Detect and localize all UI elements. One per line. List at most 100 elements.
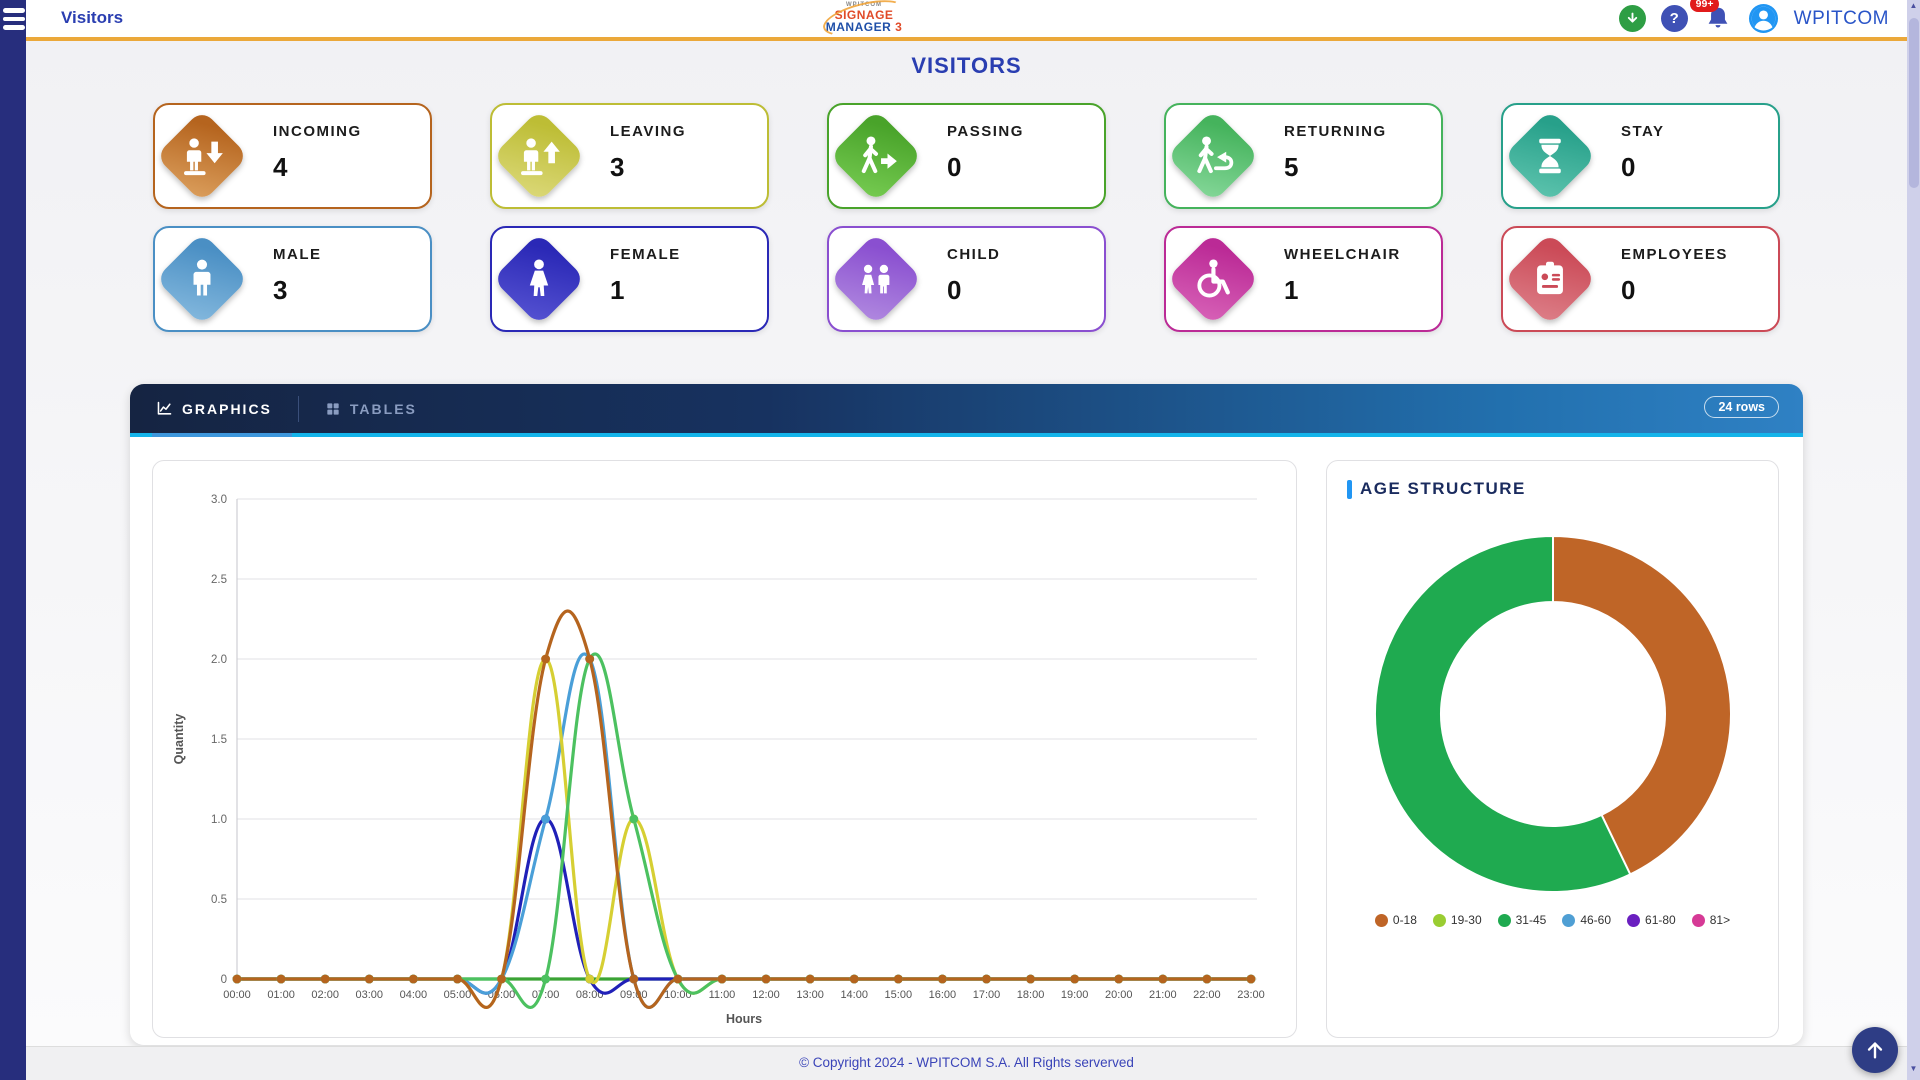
- footer: © Copyright 2024 - WPITCOM S.A. All Righ…: [26, 1046, 1907, 1080]
- svg-text:18:00: 18:00: [1017, 989, 1045, 1001]
- sidebar: [0, 0, 26, 1080]
- scrollbar-thumb[interactable]: [1908, 18, 1919, 188]
- svg-text:01:00: 01:00: [267, 989, 295, 1001]
- legend-dot: [1432, 913, 1446, 927]
- panel-body: 0 0.5 1.0 1.5 2.0 2.5 3.0 00:00 01:00 02:00 03:00 0…: [130, 437, 1803, 1045]
- legend-label: 31-45: [1515, 913, 1547, 927]
- stat-text: CHILD 0: [947, 246, 1000, 306]
- stat-value: 3: [610, 152, 625, 182]
- svg-text:1.5: 1.5: [211, 734, 227, 746]
- svg-text:09:00: 09:00: [620, 989, 648, 1001]
- svg-text:04:00: 04:00: [400, 989, 428, 1001]
- scrollbar-up-icon[interactable]: ▲: [1909, 1, 1918, 10]
- scrollbar[interactable]: ▲ ▼: [1907, 0, 1920, 1080]
- stat-text: INCOMING 4: [273, 123, 362, 183]
- download-icon[interactable]: [1618, 5, 1646, 32]
- person-arrow-up-icon: [492, 109, 586, 203]
- stat-card-employees: EMPLOYEES 0: [1501, 226, 1780, 332]
- stat-card-returning: RETURNING 5: [1164, 103, 1443, 209]
- age-structure-title: AGE STRUCTURE: [1347, 479, 1526, 499]
- svg-text:Quantity: Quantity: [172, 714, 186, 765]
- legend-label: 19-30: [1450, 913, 1482, 927]
- stat-label: PASSING: [947, 123, 1024, 140]
- svg-text:21:00: 21:00: [1149, 989, 1177, 1001]
- visitors-line-chart-card: 0 0.5 1.0 1.5 2.0 2.5 3.0 00:00 01:00 02:00 03:00 0…: [152, 460, 1297, 1038]
- stat-card-child: CHILD 0: [827, 226, 1106, 332]
- svg-text:02:00: 02:00: [311, 989, 339, 1001]
- tab-tables[interactable]: TABLES: [299, 384, 443, 433]
- user-avatar[interactable]: [1748, 3, 1779, 34]
- logo-brand-text: WPITCOM: [846, 2, 882, 8]
- scroll-to-top-button[interactable]: [1852, 1027, 1898, 1073]
- stat-cards-grid: INCOMING 4 LEAVING 3 PASSING 0 RETURNING 5 STAY 0…: [153, 103, 1780, 332]
- help-icon[interactable]: ?: [1660, 5, 1688, 32]
- svg-text:23:00: 23:00: [1237, 989, 1265, 1001]
- title-accent-bar: [1347, 479, 1352, 499]
- chart-line-icon: [157, 401, 172, 415]
- app-logo: WPITCOM SIGNAGE MANAGER 3: [816, 0, 912, 43]
- age-structure-card: AGE STRUCTURE 0-18 19-30 31-45 46-60 61-80 81…: [1326, 460, 1779, 1038]
- account-name[interactable]: WPITCOM: [1793, 7, 1889, 29]
- stat-text: FEMALE 1: [610, 246, 681, 306]
- svg-text:11:00: 11:00: [709, 989, 736, 1001]
- hamburger-menu-icon[interactable]: [2, 8, 26, 34]
- stat-value: 0: [1621, 152, 1636, 182]
- legend-item-19-30[interactable]: 19-30: [1432, 913, 1482, 927]
- svg-text:07:00: 07:00: [532, 989, 560, 1001]
- stat-label: CHILD: [947, 246, 1001, 263]
- stat-text: MALE 3: [273, 246, 322, 306]
- legend-item-81-[interactable]: 81>: [1691, 913, 1730, 927]
- person-arrow-down-icon: [155, 109, 249, 203]
- svg-text:0.5: 0.5: [211, 894, 227, 906]
- svg-text:12:00: 12:00: [752, 989, 780, 1001]
- active-tab-underline: [152, 433, 292, 437]
- svg-text:3.0: 3.0: [211, 494, 227, 506]
- svg-text:16:00: 16:00: [929, 989, 957, 1001]
- person-walking-right-icon: [829, 109, 923, 203]
- logo-line2-text: MANAGER 3: [825, 20, 903, 34]
- legend-item-0-18[interactable]: 0-18: [1374, 913, 1417, 927]
- tab-bar: GRAPHICS TABLES 24 rows: [130, 384, 1803, 437]
- stat-card-stay: STAY 0: [1501, 103, 1780, 209]
- svg-text:20:00: 20:00: [1105, 989, 1133, 1001]
- copyright-text: © Copyright 2024 - WPITCOM S.A. All Righ…: [799, 1055, 1134, 1070]
- page-heading: VISITORS: [911, 53, 1022, 78]
- stat-value: 1: [1284, 275, 1299, 305]
- legend-dot: [1691, 913, 1705, 927]
- svg-text:2.5: 2.5: [211, 574, 227, 586]
- svg-text:15:00: 15:00: [885, 989, 913, 1001]
- stat-card-leaving: LEAVING 3: [490, 103, 769, 209]
- stat-text: PASSING 0: [947, 123, 1024, 183]
- rows-count-badge: 24 rows: [1704, 396, 1779, 418]
- notifications-bell-icon[interactable]: 99+: [1689, 0, 1733, 34]
- tab-graphics[interactable]: GRAPHICS: [130, 384, 298, 433]
- legend-dot: [1497, 913, 1511, 927]
- legend-item-46-60[interactable]: 46-60: [1562, 913, 1611, 927]
- svg-text:22:00: 22:00: [1193, 989, 1221, 1001]
- tab-separator: [297, 395, 299, 422]
- stat-text: RETURNING 5: [1284, 123, 1387, 183]
- donut-legend: 0-18 19-30 31-45 46-60 61-80 81>: [1327, 913, 1778, 927]
- children-icon: [829, 232, 923, 326]
- table-grid-icon: [327, 402, 339, 415]
- stat-value: 0: [947, 275, 962, 305]
- legend-item-61-80[interactable]: 61-80: [1627, 913, 1676, 927]
- stat-card-female: FEMALE 1: [490, 226, 769, 332]
- age-structure-donut: [1327, 506, 1780, 911]
- stat-text: WHEELCHAIR 1: [1284, 246, 1401, 306]
- svg-text:08:00: 08:00: [576, 989, 604, 1001]
- svg-text:00:00: 00:00: [223, 989, 251, 1001]
- legend-item-31-45[interactable]: 31-45: [1497, 913, 1547, 927]
- svg-text:14:00: 14:00: [840, 989, 868, 1001]
- stat-card-passing: PASSING 0: [827, 103, 1106, 209]
- legend-label: 61-80: [1645, 913, 1676, 927]
- id-badge-icon: [1503, 232, 1597, 326]
- svg-text:10:00: 10:00: [664, 989, 692, 1001]
- legend-label: 0-18: [1392, 913, 1417, 927]
- graphics-panel: GRAPHICS TABLES 24 rows 0 0.5 1.0 1.5 2.0 2.5…: [130, 384, 1803, 1045]
- stat-label: RETURNING: [1284, 123, 1387, 140]
- stat-text: LEAVING 3: [610, 123, 686, 183]
- scrollbar-down-icon[interactable]: ▼: [1909, 1064, 1918, 1073]
- svg-text:1.0: 1.0: [211, 814, 227, 826]
- stat-card-male: MALE 3: [153, 226, 432, 332]
